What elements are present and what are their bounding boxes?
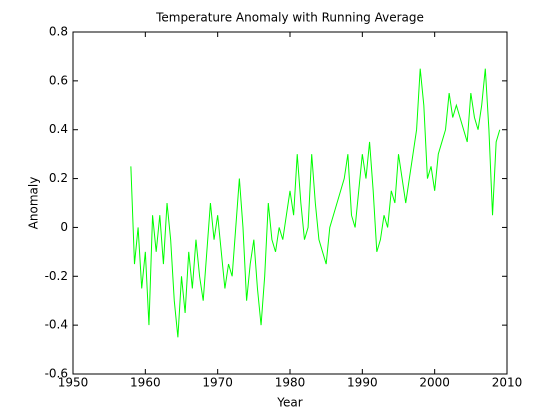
y-tick-label: 0.2	[49, 171, 68, 185]
y-tick-label: 0.4	[49, 122, 68, 136]
y-axis-label: Anomaly	[27, 177, 41, 230]
y-tick-label: -0.6	[45, 367, 68, 381]
x-tick-label: 1990	[347, 376, 378, 390]
y-tick-label: 0	[60, 220, 68, 234]
x-tick-label: 2000	[419, 376, 450, 390]
y-tick-label: -0.2	[45, 269, 68, 283]
y-tick-label: 0.6	[49, 73, 68, 87]
x-tick-label: 1960	[130, 376, 161, 390]
x-tick-label: 1980	[275, 376, 306, 390]
y-tick-label: 0.8	[49, 25, 68, 39]
x-axis-label: Year	[276, 396, 302, 410]
y-tick-label: -0.4	[45, 318, 68, 332]
x-tick-label: 1970	[202, 376, 233, 390]
data-line	[130, 68, 501, 338]
chart-title: Temperature Anomaly with Running Average	[155, 11, 424, 25]
x-tick-label: 1950	[58, 376, 89, 390]
x-tick-label: 2010	[492, 376, 523, 390]
